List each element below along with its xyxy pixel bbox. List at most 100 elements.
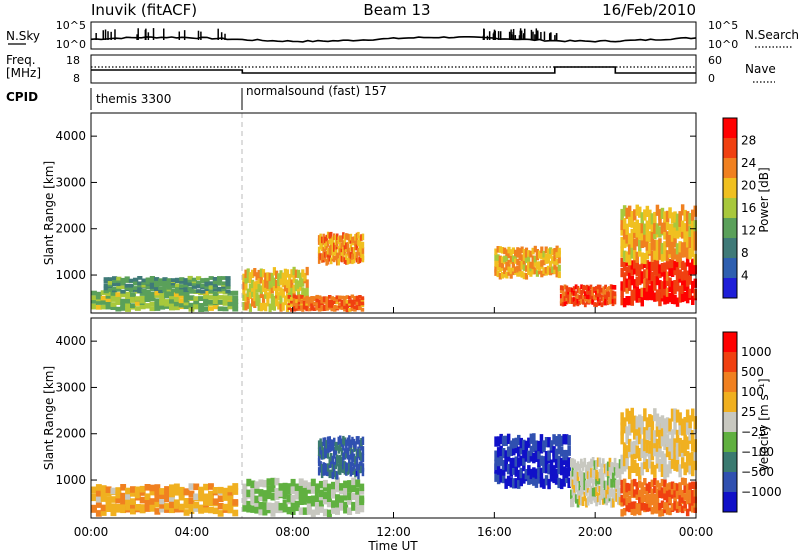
heatmap-cell	[555, 245, 559, 253]
heatmap-cell	[270, 502, 276, 511]
heatmap-cell	[596, 457, 600, 467]
heatmap-cell	[583, 472, 587, 482]
heatmap-cell	[604, 284, 607, 290]
heatmap-cell	[660, 464, 665, 477]
heatmap-cell	[187, 275, 193, 280]
heatmap-cell	[299, 272, 303, 281]
heatmap-cell	[107, 288, 113, 292]
heatmap-cell	[494, 248, 498, 256]
heatmap-cell	[360, 234, 363, 241]
heatmap-cell	[693, 505, 697, 513]
heatmap-cell	[217, 486, 224, 494]
heatmap-cell	[270, 272, 274, 282]
heatmap-cell	[578, 486, 582, 496]
heatmap-cell	[615, 492, 618, 502]
heatmap-cell	[551, 256, 555, 263]
heatmap-cell	[272, 267, 276, 276]
heatmap-cell	[633, 259, 637, 269]
heatmap-cell	[275, 270, 279, 279]
heatmap-cell	[673, 438, 677, 452]
heatmap-cell	[343, 493, 349, 501]
heatmap-cell	[600, 484, 603, 494]
heatmap-cell	[501, 472, 506, 484]
heatmap-cell	[198, 494, 205, 502]
heatmap-cell	[683, 500, 687, 509]
heatmap-cell	[95, 501, 102, 508]
heatmap-cell	[648, 209, 652, 221]
heatmap-cell	[658, 248, 662, 260]
heatmap-cell	[361, 453, 365, 463]
heatmap-cell	[496, 254, 500, 261]
heatmap-cell	[563, 291, 567, 297]
heatmap-cell	[630, 228, 634, 241]
heatmap-cell	[290, 269, 294, 278]
heatmap-cell	[630, 501, 634, 509]
heatmap-cell	[633, 249, 637, 261]
heatmap-cell	[272, 277, 276, 286]
heatmap-cell	[345, 308, 350, 313]
heatmap-cell	[633, 285, 637, 295]
heatmap-cell	[333, 304, 337, 309]
heatmap-cell	[685, 436, 690, 450]
heatmap-cell	[607, 295, 611, 301]
heatmap-cell	[581, 496, 585, 506]
heatmap-cell	[663, 286, 667, 296]
colorbar-swatch	[723, 238, 737, 259]
heatmap-cell	[317, 246, 321, 254]
heatmap-cell	[285, 269, 290, 278]
heatmap-cell	[620, 267, 624, 278]
heatmap-cell	[358, 239, 362, 247]
heatmap-cell	[549, 469, 554, 480]
heatmap-cell	[527, 437, 531, 448]
heatmap-cell	[645, 291, 650, 301]
heatmap-cell	[516, 265, 520, 273]
heatmap-cell	[653, 501, 657, 509]
heatmap-cell	[653, 443, 657, 457]
heatmap-cell	[511, 247, 515, 254]
heatmap-cell	[588, 471, 592, 481]
heatmap-cell	[358, 245, 362, 253]
heatmap-cell	[683, 230, 687, 243]
colorbar-tick-label: 25	[741, 405, 756, 419]
y-tick-label: 3000	[55, 380, 86, 394]
heatmap-cell	[301, 269, 305, 278]
heatmap-cell	[605, 480, 608, 490]
heatmap-cell	[144, 500, 151, 508]
heatmap-cell	[691, 237, 695, 249]
heatmap-cell	[343, 466, 347, 475]
heatmap-cell	[296, 269, 301, 279]
heatmap-cell	[183, 502, 190, 509]
heatmap-cell	[319, 242, 322, 250]
heatmap-cell	[691, 451, 695, 465]
heatmap-cell	[336, 258, 339, 266]
heatmap-cell	[600, 490, 603, 501]
heatmap-cell	[670, 267, 675, 277]
heatmap-cell	[330, 231, 333, 239]
heatmap-cell	[554, 468, 559, 480]
heatmap-cell	[154, 298, 161, 304]
heatmap-cell	[179, 288, 185, 292]
heatmap-cell	[613, 466, 617, 476]
heatmap-cell	[343, 243, 347, 250]
heatmap-cell	[340, 255, 344, 263]
heatmap-cell	[312, 301, 317, 306]
heatmap-cell	[693, 265, 697, 275]
heatmap-cell	[361, 463, 365, 472]
heatmap-cell	[610, 469, 613, 479]
heatmap-cell	[331, 252, 334, 259]
heatmap-cell	[325, 239, 328, 246]
station-title: Inuvik (fitACF)	[91, 1, 197, 19]
heatmap-cell	[105, 496, 112, 504]
heatmap-cell	[678, 491, 682, 500]
heatmap-cell	[607, 299, 611, 305]
heatmap-cell	[348, 247, 351, 255]
heatmap-cell	[125, 497, 131, 505]
heatmap-cell	[622, 417, 627, 431]
heatmap-cell	[598, 284, 602, 290]
heatmap-cell	[648, 440, 652, 454]
heatmap-cell	[183, 290, 190, 296]
heatmap-cell	[665, 444, 670, 458]
heatmap-cell	[100, 509, 107, 516]
